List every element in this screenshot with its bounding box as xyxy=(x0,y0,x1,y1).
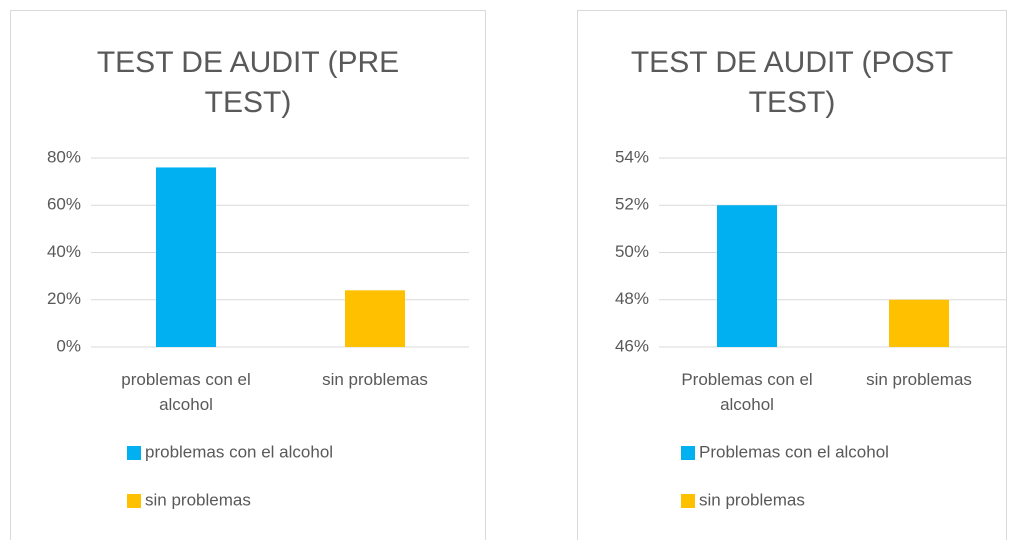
legend-label: problemas con el alcohol xyxy=(145,442,333,461)
y-tick-label: 80% xyxy=(47,147,81,166)
x-tick-label: sin problemas xyxy=(322,370,428,389)
legend-label: sin problemas xyxy=(699,490,805,509)
legend-swatch xyxy=(127,494,141,508)
x-tick-label: Problemas con el alcohol xyxy=(681,370,813,414)
bar xyxy=(156,167,216,347)
legend-swatch xyxy=(681,446,695,460)
y-tick-label: 54% xyxy=(615,147,649,166)
legend-label: Problemas con el alcohol xyxy=(699,442,889,461)
bar xyxy=(889,299,949,347)
plot: 0% 20% 40% 60% 80% problemas con el alcohol si… xyxy=(47,147,469,509)
bar xyxy=(717,205,777,347)
y-tick-label: 46% xyxy=(615,336,649,355)
x-tick-label: problemas con el alcohol xyxy=(121,370,251,414)
y-tick-label: 48% xyxy=(615,289,649,308)
plot: 46% 48% 50% 52% 54% Problemas con el alcohol s… xyxy=(615,147,1007,509)
y-tick-label: 0% xyxy=(56,336,81,355)
chart-title: TEST DE AUDIT (PRE TEST) xyxy=(96,46,400,119)
y-tick-label: 20% xyxy=(47,289,81,308)
chart: TEST DE AUDIT (POST TEST) 46% 48% 50% 52% 54%… xyxy=(577,10,1007,540)
legend-swatch xyxy=(681,494,695,508)
legend-label: sin problemas xyxy=(145,490,251,509)
chart-title: TEST DE AUDIT (POST TEST) xyxy=(630,46,954,119)
y-tick-label: 40% xyxy=(47,242,81,261)
y-tick-label: 50% xyxy=(615,242,649,261)
y-tick-label: 60% xyxy=(47,195,81,214)
bar xyxy=(345,290,405,347)
x-tick-label: sin problemas xyxy=(866,370,972,389)
chart: TEST DE AUDIT (PRE TEST) 0% 20% 40% 60% 80% pr… xyxy=(10,10,486,540)
y-tick-label: 52% xyxy=(615,195,649,214)
legend-swatch xyxy=(127,446,141,460)
